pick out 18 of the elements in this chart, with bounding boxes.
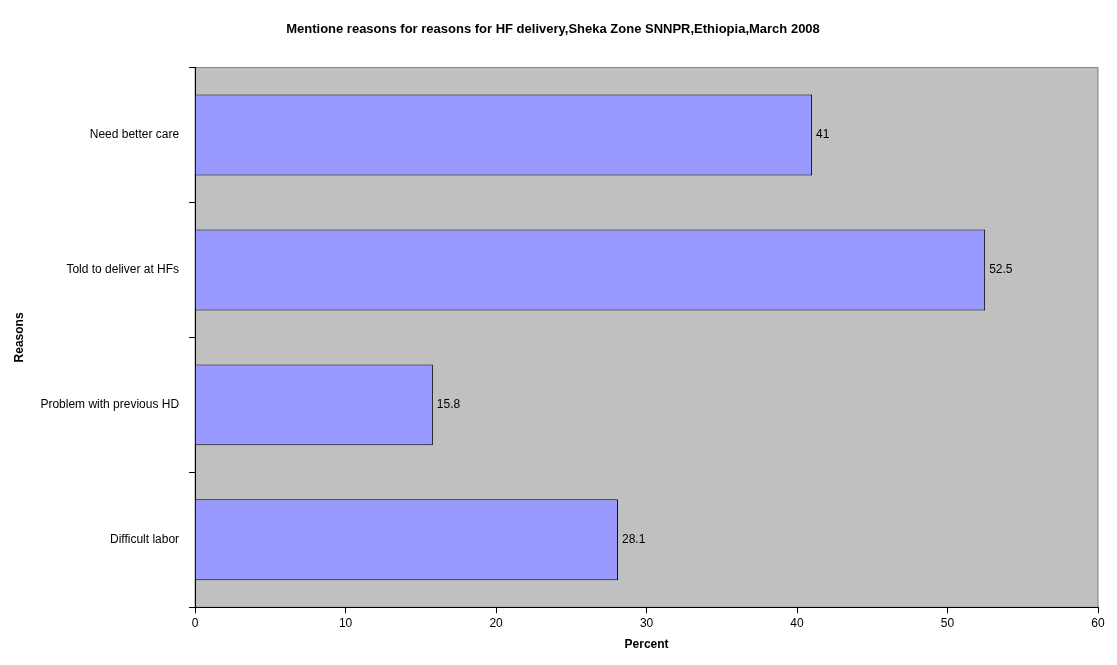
x-tick-label: 40 [790,615,805,630]
x-tick-label: 30 [639,615,654,630]
x-tick-label: 0 [191,615,199,630]
x-axis-title: Percent [624,637,669,652]
y-tick-label: Problem with previous HD [40,397,180,412]
data-label: 41 [816,127,830,142]
data-label: 28.1 [621,532,646,547]
x-tick-label: 10 [338,615,353,630]
y-tick-label: Told to deliver at HFs [66,262,180,277]
data-label: 15.8 [436,397,461,412]
x-tick-label: 50 [940,615,955,630]
x-tick-label: 60 [1091,615,1105,630]
chart-title: Mentione reasons for reasons for HF delivery,Sheka Zone SNNPR,Ethiopia,March 2008 [286,21,820,37]
x-tick-label: 20 [489,615,504,630]
y-axis-title: Reasons [11,312,26,363]
y-tick-label: Difficult labor [109,532,180,547]
data-label: 52.5 [989,262,1013,277]
y-tick-label: Need better care [89,127,180,142]
